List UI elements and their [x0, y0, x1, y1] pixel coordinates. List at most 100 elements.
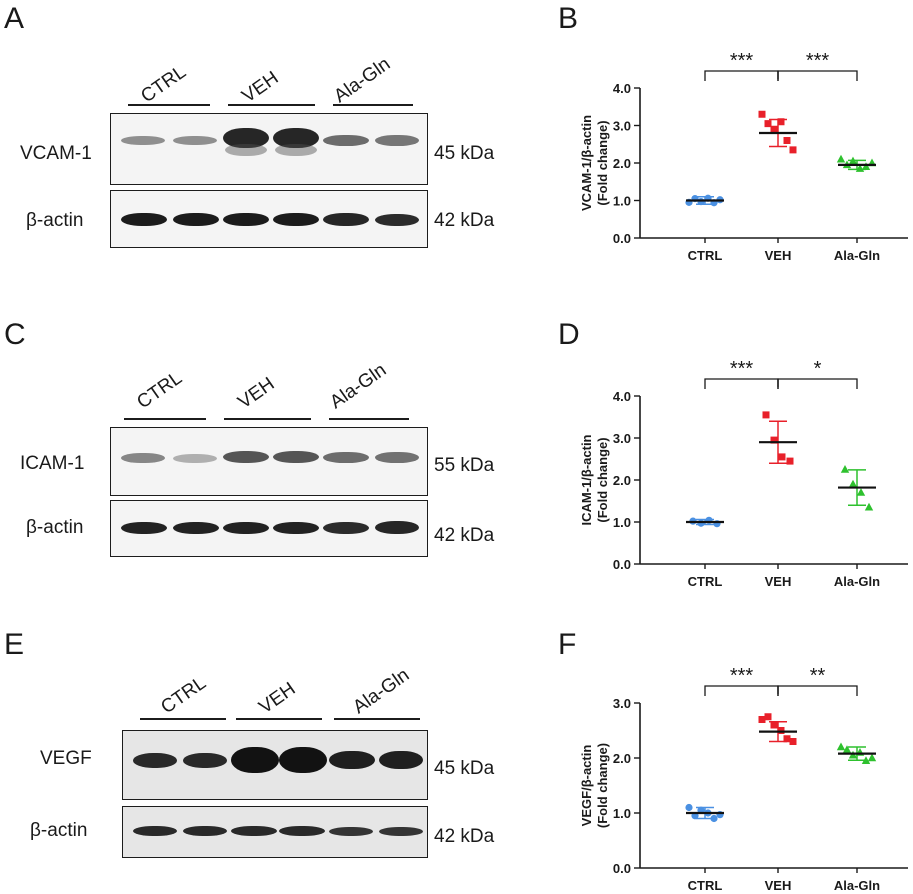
x-tick-label: Ala-Gln	[834, 248, 880, 263]
data-point	[789, 146, 797, 154]
data-point	[770, 436, 778, 444]
significance-label: **	[810, 665, 826, 687]
band	[133, 753, 177, 768]
y-axis-label: VCAM-1/β-actin	[579, 115, 594, 211]
panel-letter-f: F	[558, 628, 577, 661]
kda-label-icam1: 55 kDa	[434, 455, 495, 476]
band	[223, 522, 269, 534]
data-point	[764, 713, 772, 721]
group-underline-ctrl	[124, 418, 206, 420]
blot-strip-vcam1	[110, 113, 428, 185]
kda-label-beta-actin-e: 42 kDa	[434, 826, 495, 847]
significance-bracket	[704, 378, 779, 389]
band	[375, 452, 419, 463]
y-tick-label: 3.0	[613, 119, 631, 134]
chart-f: 0.0 1.0 2.0 3.0 CTRL VEH Ala-Gln VEGF/β-actin (F…	[579, 665, 908, 893]
y-tick-label: 3.0	[613, 431, 631, 446]
blot-label-beta-actin-a: β-actin	[26, 210, 84, 231]
band	[275, 144, 317, 156]
band	[223, 128, 269, 148]
y-tick-label: 2.0	[613, 751, 631, 766]
kda-label-beta-actin-a: 42 kDa	[434, 210, 495, 231]
y-axis-label: ICAM-1/β-actin	[579, 434, 594, 525]
data-point	[764, 120, 772, 128]
blot-label-beta-actin-c: β-actin	[26, 517, 84, 538]
data-point	[762, 411, 770, 419]
data-point	[848, 156, 858, 165]
band	[173, 213, 219, 226]
blot-strip-icam1	[110, 427, 428, 496]
band	[173, 136, 217, 145]
band	[225, 144, 267, 156]
kda-label-vcam1: 45 kDa	[434, 143, 495, 164]
panel-letter-b: B	[558, 2, 579, 35]
data-point	[778, 453, 786, 461]
blot-label-icam1: ICAM-1	[20, 453, 85, 474]
y-tick-label: 1.0	[613, 515, 631, 530]
data-point	[758, 716, 766, 723]
band	[273, 128, 319, 148]
chart-d: 0.0 1.0 2.0 3.0 4.0 CTRL VEH Ala-Gln ICAM-1/β-ac…	[579, 358, 908, 589]
band	[183, 753, 227, 768]
y-tick-label: 0.0	[613, 231, 631, 246]
blot-label-vcam1: VCAM-1	[20, 143, 92, 164]
blot-label-beta-actin-e: β-actin	[30, 820, 88, 841]
significance-label: *	[814, 358, 822, 380]
data-point	[786, 457, 794, 465]
y-axis-label: (Fold change)	[595, 437, 610, 522]
data-point	[789, 738, 797, 745]
band	[323, 452, 369, 463]
data-point	[783, 735, 791, 743]
band	[231, 826, 277, 836]
blot-label-vegf: VEGF	[40, 748, 92, 769]
data-point	[867, 753, 877, 762]
data-point	[842, 745, 852, 753]
panel-letter-c: C	[4, 318, 26, 351]
band	[375, 521, 419, 534]
data-point	[840, 465, 850, 473]
band	[273, 522, 319, 534]
y-axis-label: VEGF/β-actin	[579, 745, 594, 827]
group-underline-ctrl	[128, 104, 210, 106]
band	[375, 135, 419, 146]
blot-strip-beta-actin-e	[122, 806, 428, 858]
y-axis-label: (Fold change)	[595, 743, 610, 828]
band	[121, 213, 167, 226]
x-tick-label: Ala-Gln	[834, 878, 880, 893]
band	[183, 826, 227, 836]
data-point	[783, 137, 791, 144]
data-point	[697, 519, 705, 527]
data-point	[685, 803, 693, 812]
significance-label: ***	[730, 50, 754, 72]
band	[379, 751, 423, 769]
group-underline-veh	[228, 104, 315, 106]
significance-label: ***	[730, 358, 754, 380]
band	[375, 214, 419, 226]
y-tick-label: 0.0	[613, 861, 631, 876]
x-tick-label: CTRL	[688, 878, 723, 893]
y-axis-label: (Fold change)	[595, 120, 610, 205]
band	[173, 522, 219, 534]
chart-b: 0.0 1.0 2.0 3.0 4.0 CTRL VEH Ala-Gln VCAM-1/β-ac…	[579, 50, 908, 263]
x-tick-label: VEH	[765, 574, 792, 589]
significance-label: ***	[730, 665, 754, 687]
panel-letter-d: D	[558, 318, 580, 351]
data-point	[777, 118, 785, 126]
significance-bracket	[777, 70, 858, 81]
data-point	[836, 154, 846, 163]
significance-label: ***	[806, 50, 830, 72]
band	[121, 453, 165, 463]
y-tick-label: 1.0	[613, 194, 631, 209]
panel-letter-a: A	[4, 2, 25, 35]
y-tick-label: 3.0	[613, 696, 631, 711]
y-tick-label: 4.0	[613, 389, 631, 404]
data-point	[861, 162, 871, 170]
data-point	[770, 721, 778, 729]
data-point	[770, 125, 778, 133]
y-tick-label: 2.0	[613, 156, 631, 171]
band	[133, 826, 177, 836]
significance-bracket	[777, 378, 858, 389]
x-tick-label: CTRL	[688, 574, 723, 589]
band	[279, 826, 325, 836]
